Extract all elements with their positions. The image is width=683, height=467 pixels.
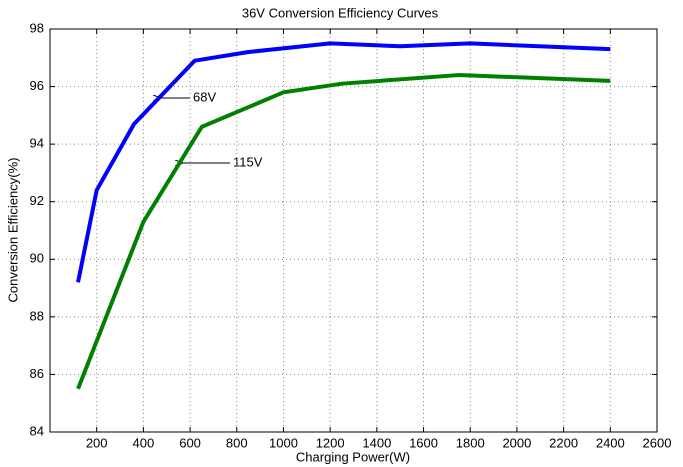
line-series	[76, 73, 611, 390]
x-tick-label: 1000	[269, 435, 298, 450]
x-tick-label: 2400	[596, 435, 625, 450]
x-tick-label: 2200	[549, 435, 578, 450]
y-axis-label: Conversion Efficiency(%)	[5, 158, 20, 303]
y-tick-label: 92	[30, 193, 44, 208]
x-tick-label: 1600	[409, 435, 438, 450]
y-tick-label: 84	[30, 423, 44, 438]
plot-frame	[49, 28, 658, 433]
y-tick-label: 94	[30, 136, 44, 151]
x-tick-label: 1200	[316, 435, 345, 450]
y-tick-label: 86	[30, 366, 44, 381]
y-tick-label: 98	[30, 20, 44, 35]
x-tick-label: 800	[226, 435, 248, 450]
annotation: 68V	[193, 89, 216, 104]
x-tick-label: 2600	[643, 435, 672, 450]
annotation: 115V	[233, 154, 263, 169]
x-tick-label: 2000	[502, 435, 531, 450]
x-tick-label: 1400	[362, 435, 391, 450]
chart-title: 36V Conversion Efficiency Curves	[242, 5, 439, 20]
x-axis-label: Charging Power(W)	[296, 449, 410, 464]
x-tick-label: 200	[86, 435, 108, 450]
y-tick-label: 88	[30, 308, 44, 323]
y-tick-label: 96	[30, 78, 44, 93]
x-tick-label: 400	[133, 435, 155, 450]
y-tick-label: 90	[30, 251, 44, 266]
line-series	[76, 41, 611, 283]
x-tick-label: 600	[179, 435, 201, 450]
x-tick-label: 1800	[456, 435, 485, 450]
